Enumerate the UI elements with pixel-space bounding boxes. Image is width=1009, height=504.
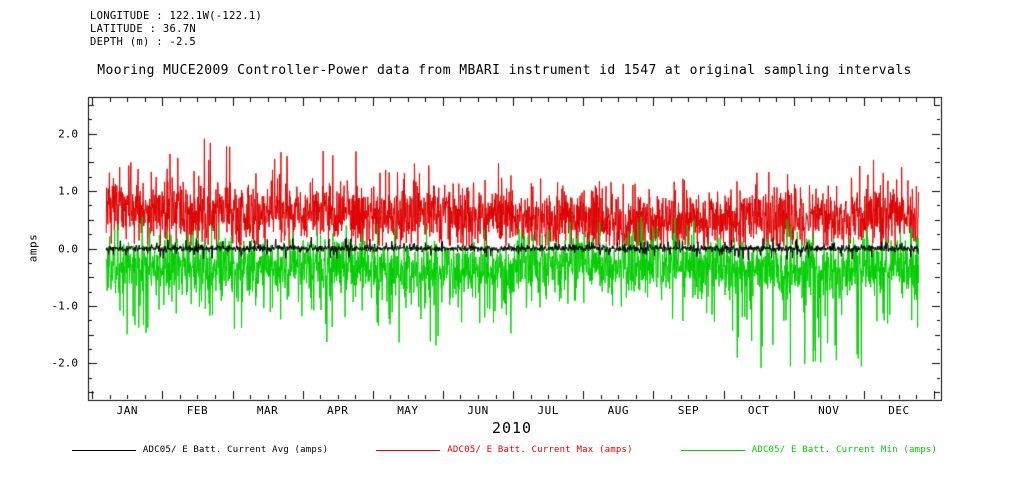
longitude-label: LONGITUDE : 122.1W(-122.1) xyxy=(90,10,263,22)
y-tick-label: -1.0 xyxy=(51,299,79,313)
legend: ADC05/ E Batt. Current Avg (amps) ADC05/ … xyxy=(0,445,1009,455)
legend-item-max: ADC05/ E Batt. Current Max (amps) xyxy=(376,445,633,455)
legend-line-swatch-min xyxy=(680,449,745,451)
legend-line-swatch-max xyxy=(376,449,441,451)
legend-item-min: ADC05/ E Batt. Current Min (amps) xyxy=(680,445,938,455)
depth-label: DEPTH (m) : -2.5 xyxy=(90,36,196,48)
legend-line-swatch-avg xyxy=(71,449,136,451)
legend-item-avg: ADC05/ E Batt. Current Avg (amps) xyxy=(71,445,329,455)
legend-label-avg: ADC05/ E Batt. Current Avg (amps) xyxy=(142,445,329,455)
y-tick-label: 2.0 xyxy=(58,127,78,141)
y-tick-labels: 2.0 1.0 0.0 -1.0 -2.0 xyxy=(0,0,80,504)
y-tick-label: -2.0 xyxy=(51,356,79,370)
header-info: LONGITUDE : 122.1W(-122.1) LATITUDE : 36… xyxy=(90,10,262,49)
x-axis-year-label: 2010 xyxy=(491,419,533,437)
legend-label-max: ADC05/ E Batt. Current Max (amps) xyxy=(447,445,633,455)
y-tick-label: 0.0 xyxy=(58,242,78,255)
y-tick-label: 1.0 xyxy=(58,184,78,198)
plot-title: Mooring MUCE2009 Controller-Power data f… xyxy=(97,63,912,78)
legend-label-min: ADC05/ E Batt. Current Min (amps) xyxy=(751,445,938,455)
latitude-label: LATITUDE : 36.7N xyxy=(90,23,196,35)
